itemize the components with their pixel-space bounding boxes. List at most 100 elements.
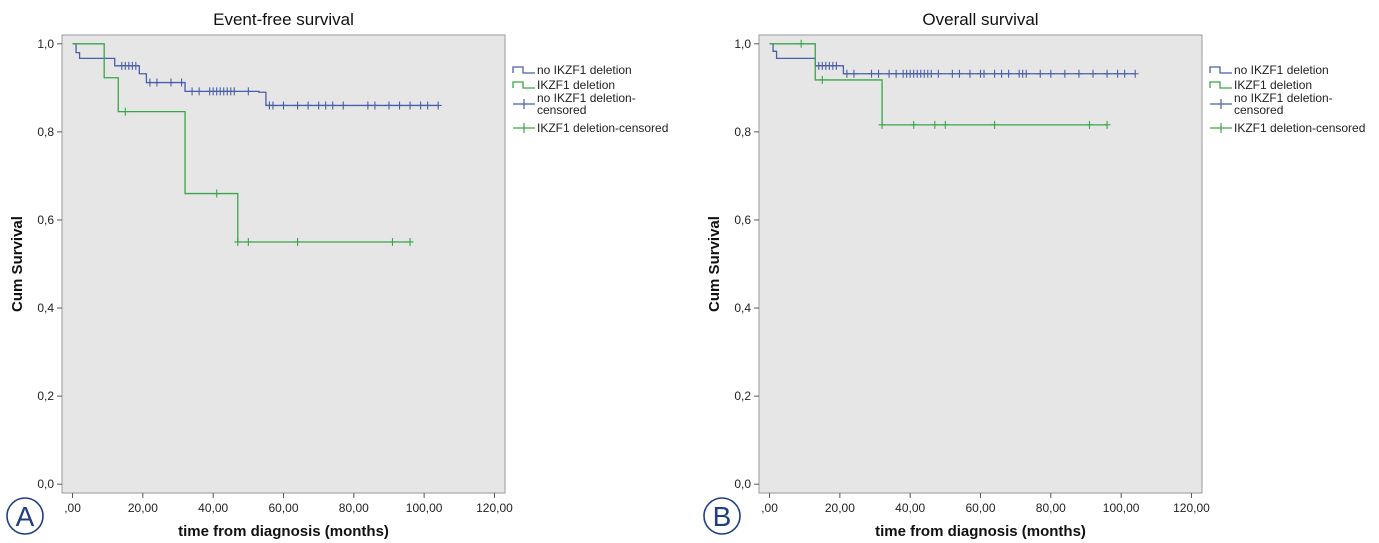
censor-mark — [132, 61, 140, 70]
censor-mark — [910, 120, 918, 129]
censor-mark — [1022, 69, 1030, 78]
censor-mark — [188, 87, 196, 96]
censor-mark — [1061, 69, 1069, 78]
y-tick-label: 0,6 — [734, 213, 751, 227]
legend-swatch-line — [512, 66, 535, 74]
censor-mark — [843, 69, 851, 78]
censor-mark — [892, 69, 900, 78]
x-tick-label: 40,00 — [895, 501, 925, 515]
x-tick-label: 100,00 — [1103, 501, 1140, 515]
survival-curve-no-deletion — [769, 43, 1136, 75]
censor-mark — [818, 75, 826, 84]
censor-mark — [885, 69, 893, 78]
survival-curve-deletion — [769, 43, 1108, 126]
panel-badge-label: A — [16, 501, 35, 532]
censor-mark — [178, 78, 186, 87]
y-tick-label: 0,0 — [37, 477, 54, 491]
censor-mark — [213, 189, 221, 198]
censor-mark — [1121, 69, 1129, 78]
y-tick-label: 0,2 — [734, 389, 751, 403]
censor-mark — [832, 61, 840, 70]
censor-mark — [998, 69, 1006, 78]
chart-title: Event-free survival — [213, 10, 354, 29]
x-axis-label: time from diagnosis (months) — [178, 523, 389, 540]
censor-mark — [304, 101, 312, 110]
censor-mark — [364, 101, 372, 110]
x-tick-label: 80,00 — [1036, 501, 1066, 515]
y-tick-label: 0,4 — [37, 301, 54, 315]
legend-swatch-line — [1209, 81, 1232, 89]
plot-area — [758, 34, 1203, 494]
x-tick-label: ,00 — [761, 501, 778, 515]
legend-swatch-censor — [513, 123, 535, 133]
event-free-survival-panel: Event-free survival 0,0 0,2 0,4 0,6 0,8 1,0 ,00… — [6, 10, 668, 540]
x-axis-label: time from diagnosis (months) — [875, 523, 1086, 540]
y-tick-label: 0,8 — [37, 125, 54, 139]
censor-mark — [1036, 69, 1044, 78]
censor-mark — [1075, 69, 1083, 78]
x-tick-label: 80,00 — [339, 501, 369, 515]
censor-mark — [1103, 69, 1111, 78]
censor-mark — [322, 101, 330, 110]
censor-mark — [1005, 69, 1013, 78]
censor-mark — [955, 69, 963, 78]
censor-mark — [195, 87, 203, 96]
censor-mark — [234, 237, 242, 246]
censor-mark — [417, 101, 425, 110]
legend-label: IKZF1 deletion — [537, 78, 615, 92]
censor-mark — [230, 87, 238, 96]
censor-mark — [153, 78, 161, 87]
censor-mark — [931, 120, 939, 129]
x-tick-label: 20,00 — [128, 501, 158, 515]
censor-mark — [244, 237, 252, 246]
censor-mark — [434, 101, 442, 110]
censor-mark — [1114, 69, 1122, 78]
censor-mark — [1103, 120, 1111, 129]
y-axis-label: Cum Survival — [9, 216, 26, 312]
censor-mark — [294, 101, 302, 110]
legend-label: IKZF1 deletion-censored — [537, 121, 668, 135]
legend-label-line: no IKZF1 deletion- — [537, 91, 636, 105]
panel-badge — [6, 497, 44, 535]
censor-mark — [396, 101, 404, 110]
x-tick-label: ,00 — [64, 501, 81, 515]
legend-label-line: censored — [537, 103, 586, 117]
x-tick-label: 40,00 — [198, 501, 228, 515]
legend-label: no IKZF1 deletion — [1234, 63, 1329, 77]
censor-mark — [875, 69, 883, 78]
censor-mark — [980, 69, 988, 78]
x-tick-label: 120,00 — [1173, 501, 1210, 515]
censor-mark — [388, 237, 396, 246]
censor-mark — [948, 69, 956, 78]
x-tick-label: 60,00 — [965, 501, 995, 515]
censor-mark — [966, 69, 974, 78]
chart-title: Overall survival — [922, 10, 1038, 29]
censor-mark — [406, 237, 414, 246]
censor-mark — [941, 120, 949, 129]
legend-label: no IKZF1 deletion — [537, 63, 632, 77]
censor-mark — [315, 101, 323, 110]
overall-survival-panel: Overall survival 0,0 0,2 0,4 0,6 0,8 1,0 ,00 20,… — [697, 0, 1379, 543]
x-tick-label: 20,00 — [825, 501, 855, 515]
censor-mark — [1131, 69, 1139, 78]
y-tick-label: 1,0 — [37, 37, 54, 51]
censor-mark — [406, 101, 414, 110]
legend-swatch-censor — [1210, 99, 1232, 109]
y-tick-label: 0,2 — [37, 389, 54, 403]
legend-label-line: no IKZF1 deletion- — [1234, 91, 1333, 105]
y-tick-label: 0,0 — [734, 477, 751, 491]
censor-mark — [424, 101, 432, 110]
censor-mark — [934, 69, 942, 78]
legend-label: no IKZF1 deletion-censored — [1234, 91, 1333, 117]
survival-curve-deletion — [72, 43, 411, 243]
survival-curve-no-deletion — [72, 43, 439, 107]
overall-survival-chart: Overall survival 0,0 0,2 0,4 0,6 0,8 1,0 ,00 20,… — [703, 10, 1365, 540]
censor-mark — [269, 101, 277, 110]
legend-label: IKZF1 deletion — [1234, 78, 1312, 92]
y-tick-label: 0,6 — [37, 213, 54, 227]
legend-swatch-censor — [513, 99, 535, 109]
y-tick-label: 0,4 — [734, 301, 751, 315]
censor-mark — [878, 120, 886, 129]
censor-mark — [850, 69, 858, 78]
censor-mark — [371, 101, 379, 110]
